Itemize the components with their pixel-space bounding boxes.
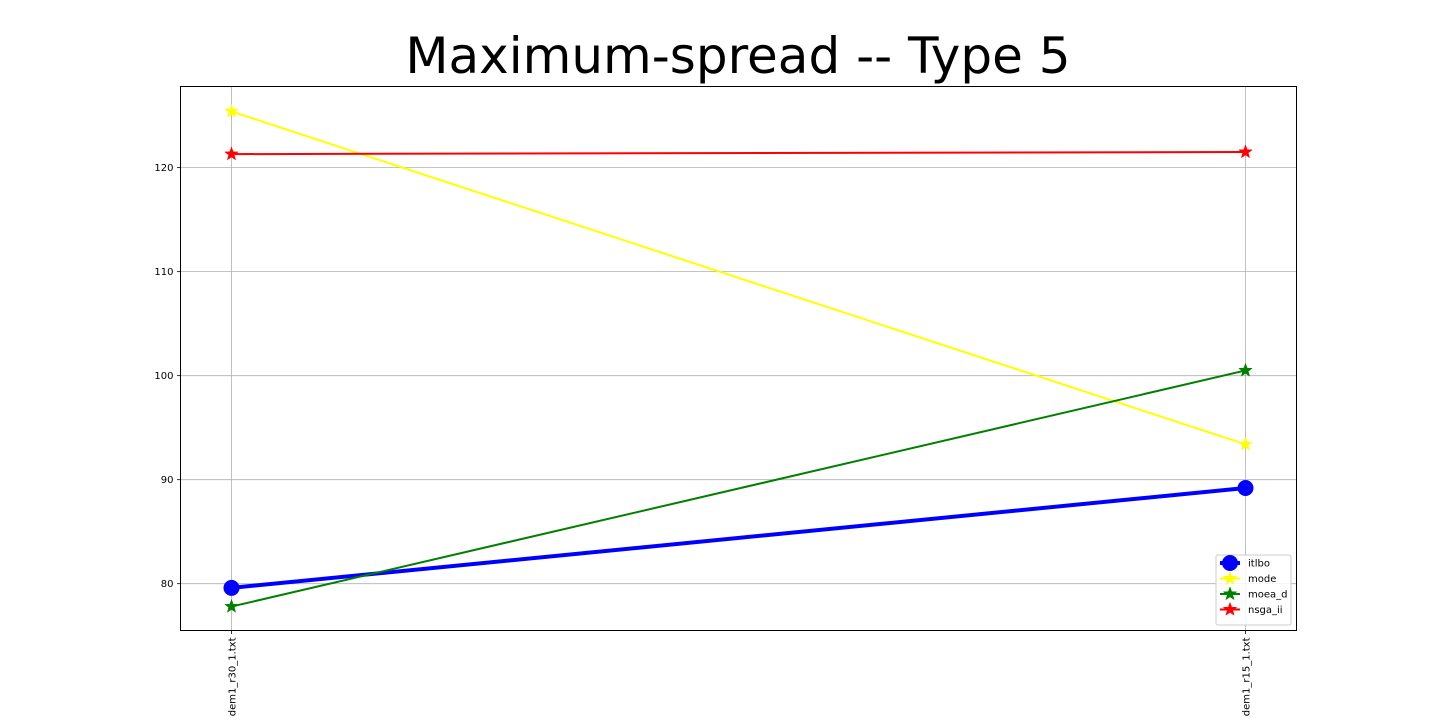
series-moea_d [224,362,1253,613]
plot-area-frame [180,86,1297,631]
legend-marker [1222,555,1238,571]
data-point [1238,436,1253,451]
legend-entry-itlbo: itlbo [1220,555,1270,571]
grid-lines [180,86,1297,631]
chart-title: Maximum-spread -- Type 5 [405,27,1071,85]
series-itlbo [223,479,1254,596]
series-line [231,369,1246,608]
y-tick-label: 80 [161,579,174,590]
series-nsga_ii [224,144,1253,161]
legend-label: mode [1248,574,1276,585]
legend-entry-moea_d: moea_d [1220,586,1288,601]
x-tick-label: dem1_r15_1.txt [1242,637,1253,716]
axis-ticks: 80 90 100 110 120 dem1_r30_1.txt dem1_r15_1.tx… [154,163,1252,716]
x-tick-label: dem1_r30_1.txt [228,637,239,716]
data-point [224,598,239,613]
y-tick-label: 90 [161,475,174,486]
legend-marker [1222,586,1238,601]
data-point [224,103,239,118]
series-line [231,486,1246,590]
legend-label: nsga_ii [1248,605,1283,616]
y-tick-label: 110 [154,267,173,278]
data-point [1237,479,1254,496]
legend-label: itlbo [1248,559,1270,570]
data-point [1238,144,1253,159]
legend-label: moea_d [1248,590,1288,601]
data-point [223,579,240,596]
legend-entry-mode: mode [1220,570,1276,585]
legend-entry-nsga_ii: nsga_ii [1220,601,1283,616]
legend: itlbo mode moea_d nsga_ii [1215,554,1292,626]
series-mode [224,103,1253,451]
data-point [1238,362,1253,377]
legend-marker [1222,601,1238,616]
legend-marker [1222,570,1238,585]
y-tick-label: 120 [154,163,173,174]
series-line [231,110,1246,446]
series-line [231,151,1246,156]
data-point [224,146,239,161]
y-tick-label: 100 [154,371,173,382]
series-lines [223,103,1254,613]
